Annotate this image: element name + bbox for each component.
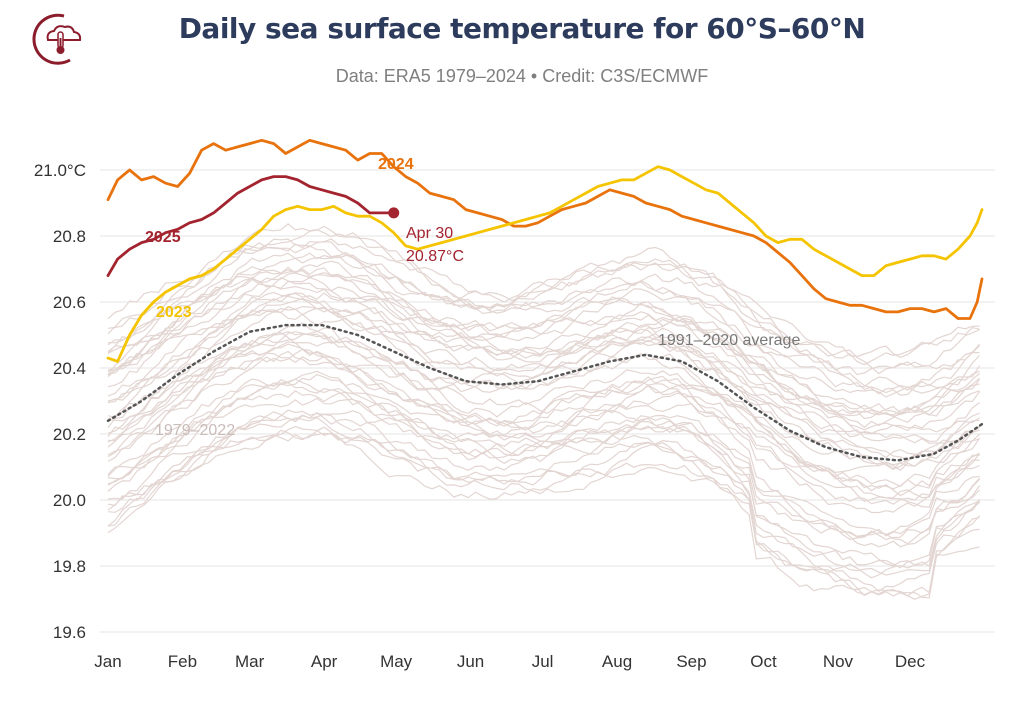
last-point-marker <box>388 207 400 219</box>
historical-year-line <box>107 397 980 576</box>
series-line-2024 <box>106 138 984 320</box>
historical-year-line <box>107 225 980 359</box>
x-tick-label: Apr <box>311 652 338 671</box>
x-tick-label: Sep <box>676 652 706 671</box>
x-tick-label: Aug <box>602 652 632 671</box>
historical-year-line <box>107 378 981 545</box>
annotations-group: 2025 2024 2023 1991–2020 average 1979–2022 Ap… <box>145 156 800 439</box>
x-tick-label: Jun <box>457 652 484 671</box>
historical-year-line <box>107 390 981 541</box>
historical-year-line <box>107 307 980 444</box>
historical-year-line <box>107 429 980 600</box>
historical-series-group <box>107 223 981 600</box>
y-axis-ticks: 19.6 19.8 20.0 20.2 20.4 20.6 20.8 21.0°C <box>34 161 86 642</box>
historical-year-line <box>107 331 981 488</box>
series-line-average <box>106 323 984 462</box>
x-tick-label: Oct <box>750 652 777 671</box>
historical-year-line <box>107 238 980 375</box>
y-tick-label: 19.6 <box>53 623 86 642</box>
chart-subtitle: Data: ERA5 1979–2024 • Credit: C3S/ECMWF <box>335 66 709 86</box>
y-tick-label: 20.2 <box>53 425 86 444</box>
historical-year-line <box>107 272 980 416</box>
historical-year-line <box>107 291 980 442</box>
historical-year-line <box>107 370 981 536</box>
historical-year-line <box>107 297 980 433</box>
historical-year-line <box>107 425 981 597</box>
historical-year-line <box>107 277 980 423</box>
x-tick-label: Jan <box>94 652 121 671</box>
y-tick-label: 21.0°C <box>34 161 86 180</box>
historical-year-line <box>107 352 980 492</box>
historical-year-line <box>107 330 980 470</box>
x-axis-ticks: Jan Feb Mar Apr May Jun Jul Aug Sep Oct Nov Dec <box>94 652 925 671</box>
label-2023: 2023 <box>156 304 192 321</box>
y-tick-label: 20.8 <box>53 227 86 246</box>
chart-title: Daily sea surface temperature for 60°S–6… <box>178 12 866 45</box>
historical-year-line <box>107 251 981 376</box>
historical-year-line <box>107 416 980 599</box>
series-line-2023 <box>106 165 984 363</box>
historical-year-line <box>107 260 981 398</box>
historical-year-line <box>107 378 981 548</box>
x-tick-label: Mar <box>235 652 265 671</box>
series-line-2025 <box>106 175 396 278</box>
historical-year-line <box>107 238 981 396</box>
y-tick-label: 20.6 <box>53 293 86 312</box>
historical-year-line <box>107 426 980 593</box>
historical-year-line <box>107 322 980 470</box>
y-tick-label: 20.0 <box>53 491 86 510</box>
last-point-value: 20.87°C <box>406 248 464 265</box>
y-tick-label: 19.8 <box>53 557 86 576</box>
y-tick-label: 20.4 <box>53 359 86 378</box>
historical-year-line <box>107 410 981 579</box>
label-average: 1991–2020 average <box>658 332 800 349</box>
last-point-date: Apr 30 <box>406 225 453 242</box>
historical-year-line <box>107 373 980 541</box>
x-tick-label: Dec <box>895 652 926 671</box>
thermometer-cloud-icon <box>32 13 82 65</box>
label-2025: 2025 <box>145 229 181 246</box>
historical-year-line <box>107 223 980 366</box>
highlight-series-group <box>106 138 984 462</box>
label-historical: 1979–2022 <box>155 422 235 439</box>
historical-year-line <box>107 266 980 418</box>
x-tick-label: Nov <box>823 652 854 671</box>
historical-year-line <box>107 341 981 514</box>
x-tick-label: May <box>380 652 413 671</box>
historical-year-line <box>107 350 980 508</box>
historical-year-line <box>107 292 980 459</box>
historical-year-line <box>107 409 980 569</box>
x-tick-label: Jul <box>532 652 554 671</box>
label-2024: 2024 <box>378 156 414 173</box>
historical-year-line <box>107 327 980 497</box>
x-tick-label: Feb <box>168 652 197 671</box>
